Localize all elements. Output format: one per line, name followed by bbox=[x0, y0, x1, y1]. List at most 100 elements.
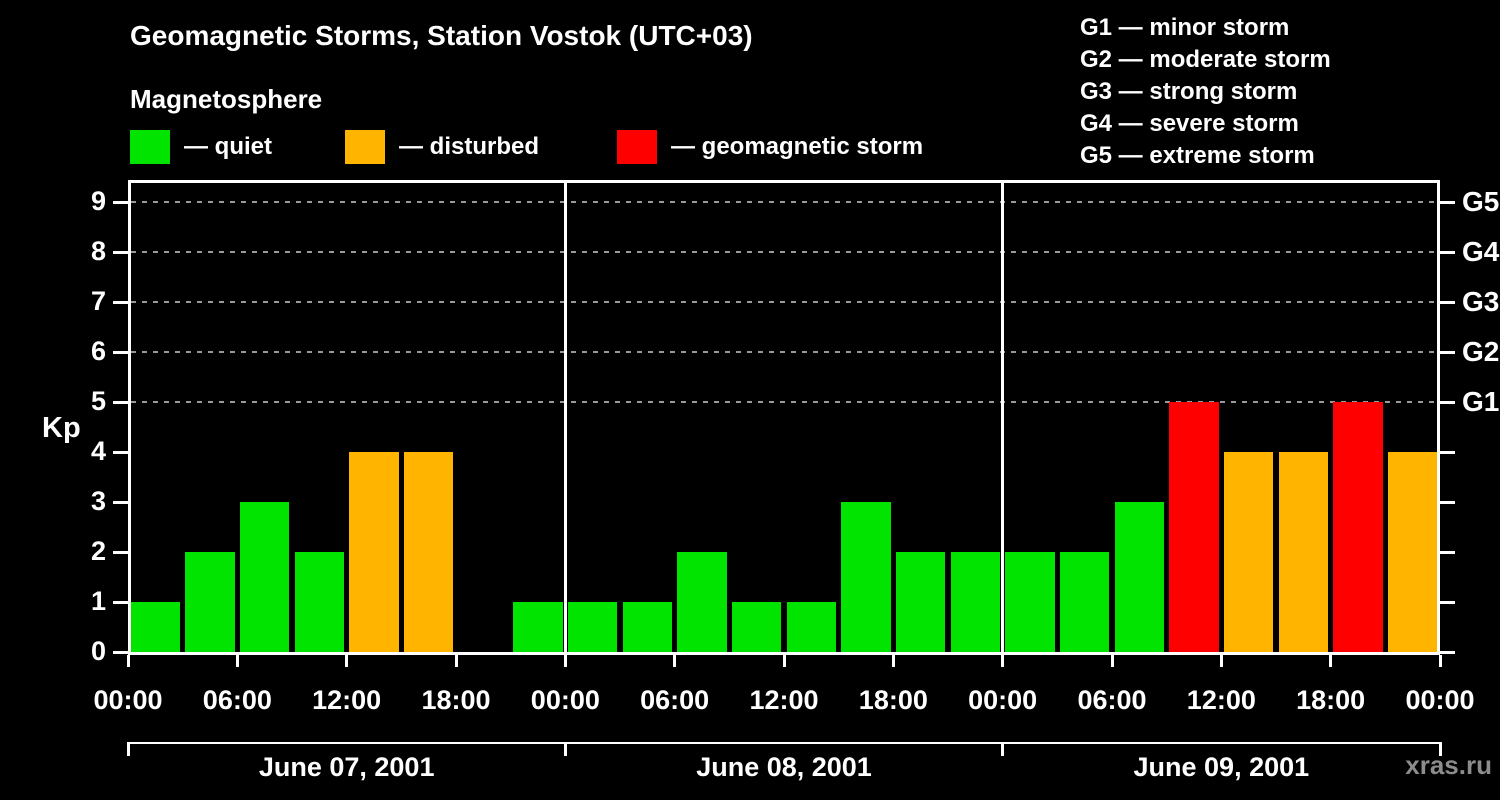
page-title: Geomagnetic Storms, Station Vostok (UTC+… bbox=[130, 20, 753, 51]
y-tick-left bbox=[113, 600, 128, 604]
date-axis-line bbox=[128, 742, 1440, 744]
y-tick-left bbox=[113, 400, 128, 404]
date-label: June 07, 2001 bbox=[258, 752, 435, 782]
legend-heading: Magnetosphere bbox=[130, 84, 323, 114]
kp-bar bbox=[786, 602, 837, 652]
y-tick-right bbox=[1440, 250, 1455, 254]
y-tick-left bbox=[113, 300, 128, 304]
storm-scale-g3: G3 — strong storm bbox=[1080, 78, 1298, 105]
y-tick-label: 4 bbox=[90, 436, 106, 466]
g-scale-label: G5 bbox=[1462, 186, 1500, 217]
y-tick-label: 5 bbox=[90, 386, 106, 416]
y-tick-label: 7 bbox=[90, 286, 106, 316]
x-tick-label: 12:00 bbox=[749, 685, 819, 715]
x-tick-label: 18:00 bbox=[421, 685, 491, 715]
x-tick-label: 06:00 bbox=[202, 685, 272, 715]
x-tick-label: 00:00 bbox=[1405, 685, 1475, 715]
y-tick-right bbox=[1440, 500, 1455, 504]
x-tick-label: 18:00 bbox=[858, 685, 928, 715]
kp-bar bbox=[185, 552, 235, 652]
storm-scale-g2: G2 — moderate storm bbox=[1080, 46, 1331, 73]
watermark: xras.ru bbox=[1405, 750, 1492, 780]
x-tick bbox=[673, 655, 677, 667]
storm-scale-g5: G5 — extreme storm bbox=[1080, 142, 1315, 169]
y-tick-label: 6 bbox=[90, 336, 106, 366]
x-tick bbox=[1110, 655, 1114, 667]
x-tick bbox=[126, 655, 130, 667]
kp-bar bbox=[841, 502, 891, 652]
y-axis-label: Kp bbox=[42, 412, 81, 444]
day-separator bbox=[1001, 180, 1005, 655]
storm-scale-g1: G1 — minor storm bbox=[1080, 14, 1290, 41]
legend-item-label: — disturbed bbox=[399, 133, 540, 160]
x-tick bbox=[891, 655, 895, 667]
x-tick bbox=[345, 655, 349, 667]
x-tick bbox=[1001, 655, 1005, 667]
y-tick-label: 2 bbox=[90, 536, 106, 566]
date-label: June 09, 2001 bbox=[1133, 752, 1310, 782]
kp-bar bbox=[1333, 402, 1383, 652]
x-tick-label: 12:00 bbox=[1186, 685, 1256, 715]
kp-bar bbox=[567, 602, 618, 652]
storm-scale-legend: G1 — minor storm G2 — moderate storm G3 … bbox=[1080, 12, 1331, 172]
x-tick bbox=[1438, 655, 1442, 667]
y-tick-right bbox=[1440, 650, 1455, 654]
y-tick-left bbox=[113, 550, 128, 554]
x-tick bbox=[1219, 655, 1223, 667]
kp-bar bbox=[239, 502, 290, 652]
y-tick-right bbox=[1440, 550, 1455, 554]
date-axis-tick bbox=[126, 742, 130, 756]
x-tick-label: 12:00 bbox=[312, 685, 382, 715]
x-tick-label: 06:00 bbox=[640, 685, 710, 715]
legend-item-storm: — geomagnetic storm bbox=[617, 130, 923, 164]
y-tick-right bbox=[1440, 600, 1455, 604]
kp-bar bbox=[731, 602, 782, 652]
g-scale-label: G1 bbox=[1462, 386, 1500, 417]
storm-swatch bbox=[617, 130, 657, 164]
legend-item-label: — quiet bbox=[184, 133, 272, 160]
g-scale-label: G3 bbox=[1462, 286, 1500, 317]
g-scale-label: G4 bbox=[1462, 236, 1500, 267]
y-tick-left bbox=[113, 650, 128, 654]
x-tick bbox=[454, 655, 458, 667]
gridline-kp8 bbox=[131, 251, 1437, 253]
y-tick-left bbox=[113, 350, 128, 354]
x-tick-label: 06:00 bbox=[1077, 685, 1147, 715]
kp-bar bbox=[130, 602, 181, 652]
x-tick-label: 00:00 bbox=[968, 685, 1038, 715]
gridline-kp6 bbox=[131, 351, 1437, 353]
y-tick-right bbox=[1440, 200, 1455, 204]
day-separator bbox=[563, 180, 567, 655]
kp-bar bbox=[1114, 502, 1165, 652]
kp-bar bbox=[677, 552, 727, 652]
y-tick-right bbox=[1440, 300, 1455, 304]
kp-bar bbox=[294, 552, 345, 652]
quiet-swatch bbox=[130, 130, 170, 164]
y-tick-label: 9 bbox=[90, 186, 106, 216]
y-tick-left bbox=[113, 500, 128, 504]
x-tick bbox=[563, 655, 567, 667]
storm-scale-g4: G4 — severe storm bbox=[1080, 110, 1299, 137]
kp-bar bbox=[403, 452, 454, 652]
y-tick-right bbox=[1440, 450, 1455, 454]
y-tick-left bbox=[113, 200, 128, 204]
y-tick-label: 3 bbox=[90, 486, 106, 516]
gridline-kp7 bbox=[131, 301, 1437, 303]
y-tick-label: 8 bbox=[90, 236, 106, 266]
kp-bar bbox=[1169, 402, 1219, 652]
x-tick-label: 00:00 bbox=[530, 685, 600, 715]
date-axis-tick bbox=[1001, 742, 1005, 756]
x-tick-label: 18:00 bbox=[1296, 685, 1366, 715]
y-tick-left bbox=[113, 450, 128, 454]
kp-bar bbox=[1278, 452, 1329, 652]
kp-bar bbox=[1223, 452, 1274, 652]
x-tick bbox=[782, 655, 786, 667]
kp-bar bbox=[1387, 452, 1438, 652]
y-tick-label: 0 bbox=[90, 636, 106, 666]
kp-bar bbox=[513, 602, 563, 652]
x-tick bbox=[235, 655, 239, 667]
gridline-kp5 bbox=[131, 401, 1437, 403]
kp-bar bbox=[1059, 552, 1110, 652]
kp-bar bbox=[895, 552, 946, 652]
